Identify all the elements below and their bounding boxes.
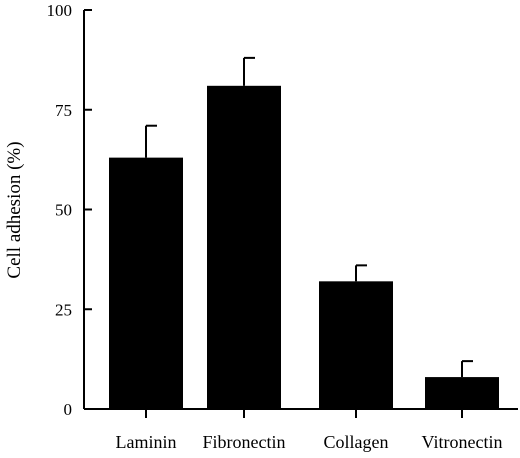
y-tick-label: 75 xyxy=(55,101,72,120)
x-tick-label: Vitronectin xyxy=(422,432,503,452)
y-tick-label: 100 xyxy=(47,1,73,20)
bar xyxy=(207,85,281,409)
y-tick-label: 50 xyxy=(55,201,72,220)
bar xyxy=(425,377,499,409)
x-tick-label: Laminin xyxy=(116,432,177,452)
x-ticks: Laminin Fibronectin Collagen Vitronectin xyxy=(116,409,503,452)
bar xyxy=(109,157,183,409)
y-tick-label: 0 xyxy=(64,400,73,419)
x-tick-label: Fibronectin xyxy=(203,432,286,452)
bars xyxy=(109,85,499,409)
error-bars xyxy=(145,56,473,378)
y-tick-label: 25 xyxy=(55,300,72,319)
y-ticks: 0 25 50 75 100 xyxy=(47,1,92,419)
x-tick-label: Collagen xyxy=(324,432,389,452)
bar xyxy=(319,281,393,409)
y-axis-title: Cell adhesion (%) xyxy=(4,141,25,278)
